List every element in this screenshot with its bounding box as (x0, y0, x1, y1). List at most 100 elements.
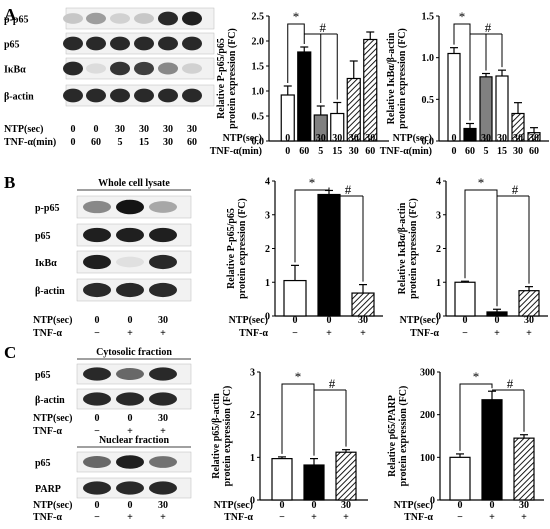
blot-band (149, 254, 177, 270)
x-tnf-label: TNF-α (410, 328, 439, 339)
y-tick-label: 1 (436, 278, 441, 289)
y-axis-label: protein expression (FC) (227, 28, 238, 129)
blot-band (83, 282, 111, 298)
x-ntp-value: 0 (285, 133, 290, 144)
blot-band (158, 36, 178, 51)
blot-row-label: p65 (35, 370, 51, 381)
chart-c1: 0 1 2 3 Relative p65/β-actin protein expressi… (211, 368, 368, 523)
y-tick-label: 2 (250, 410, 255, 421)
significance-mark: * (459, 9, 466, 24)
bar (454, 281, 476, 317)
y-tick-label: 2.5 (252, 12, 265, 23)
blot-tnf-value: 30 (163, 137, 173, 148)
panel-letter-a: A (4, 5, 17, 24)
y-tick-label: 3 (436, 210, 441, 221)
y-tick-label: 3 (250, 368, 255, 379)
blot-band (149, 456, 177, 468)
blot-tnf-value: 0 (71, 137, 76, 148)
y-tick-label: 1 (250, 453, 255, 464)
blot-ntp-value: 0 (94, 124, 99, 135)
blot-band (116, 199, 144, 215)
significance-mark: # (485, 20, 492, 35)
x-tnf-value: 60 (365, 146, 375, 157)
blot-tnf-value: + (160, 328, 166, 339)
y-tick-label: 1.5 (422, 12, 435, 23)
y-tick-label: 2.0 (252, 37, 265, 48)
significance-mark: # (345, 182, 352, 197)
x-tnf-value: 15 (332, 146, 342, 157)
blot-ntp-value: 30 (158, 500, 168, 511)
x-ntp-label: NTP(sec) (400, 315, 439, 326)
significance-mark: # (320, 20, 327, 35)
blot-tnf-value: − (94, 328, 100, 339)
blot-ntp-value: 0 (95, 413, 100, 424)
blot-band (110, 13, 130, 24)
blot-band (149, 201, 177, 213)
blot-b: Whole cell lysate p-p65 p65 IκBα β-actin NTP(… (33, 178, 192, 339)
blot-ntp-value: 0 (71, 124, 76, 135)
blot-band (83, 456, 111, 468)
blot-tnf-value: 15 (139, 137, 149, 148)
blot-band (149, 481, 177, 495)
blot-ntp-value: 0 (95, 500, 100, 511)
x-tnf-label: TNF-α(min) (210, 146, 262, 157)
x-tnf-value: + (521, 512, 527, 523)
y-tick-label: 2 (265, 244, 270, 255)
blot-band (110, 61, 130, 76)
panel-letter-c: C (4, 343, 16, 362)
blot-band (83, 392, 111, 406)
x-ntp-value: 0 (495, 315, 500, 326)
bar (447, 52, 461, 142)
blot-tnf-label: TNF-α (33, 328, 62, 339)
x-tnf-label: TNF-α (239, 328, 268, 339)
y-tick-label: 1 (265, 278, 270, 289)
y-tick-label: 0.5 (252, 112, 265, 123)
x-ntp-label: NTP(sec) (229, 315, 268, 326)
bar (283, 279, 307, 317)
blot-row-label: p-p65 (35, 203, 59, 214)
blot-band (110, 88, 130, 103)
bar (335, 451, 357, 501)
blot-band (116, 256, 144, 268)
blot-band (63, 61, 83, 76)
blot-tnf-label: TNF-α (33, 512, 62, 523)
x-tnf-value: 30 (349, 146, 359, 157)
blot-band (134, 13, 154, 24)
x-ntp-label: NTP(sec) (223, 133, 262, 144)
x-ntp-value: 30 (529, 133, 539, 144)
blot-band (86, 63, 106, 74)
significance-bracket (459, 383, 493, 451)
chart-b2: 0 1 2 3 4 Relative IκBα/β-actin protein expres… (397, 175, 548, 339)
x-ntp-value: 30 (332, 133, 342, 144)
x-ntp-value: 0 (490, 500, 495, 511)
chart-b1: 0 1 2 3 4 Relative P-p65/p65 protein expressio… (226, 175, 383, 339)
x-tnf-value: − (457, 512, 463, 523)
blot-row-label: p-p65 (4, 15, 28, 26)
blot-row-label: p65 (35, 458, 51, 469)
significance-mark: * (295, 369, 302, 384)
y-tick-label: 0 (265, 312, 270, 323)
y-tick-label: 1.0 (422, 53, 435, 64)
x-tnf-value: 15 (497, 146, 507, 157)
significance-mark: * (473, 369, 480, 384)
blot-band (116, 282, 144, 298)
y-tick-label: 4 (436, 177, 441, 188)
x-ntp-value: 30 (481, 133, 491, 144)
y-axis-label: Relative p65/PARP (387, 395, 398, 477)
y-tick-label: 300 (420, 368, 435, 379)
blot-band (83, 254, 111, 270)
y-tick-label: 0 (250, 496, 255, 507)
blot-band (86, 12, 106, 25)
x-ntp-value: 0 (468, 133, 473, 144)
blot-band (63, 13, 83, 24)
x-ntp-value: 0 (302, 133, 307, 144)
blot-tnf-value: + (160, 512, 166, 523)
y-axis-label: protein expression (FC) (397, 28, 408, 129)
x-ntp-label: NTP(sec) (214, 500, 253, 511)
blot-tnf-value: + (160, 426, 166, 437)
blot-ntp-label: NTP(sec) (4, 124, 43, 135)
blot-ntp-value: 30 (139, 124, 149, 135)
bar (271, 458, 293, 501)
